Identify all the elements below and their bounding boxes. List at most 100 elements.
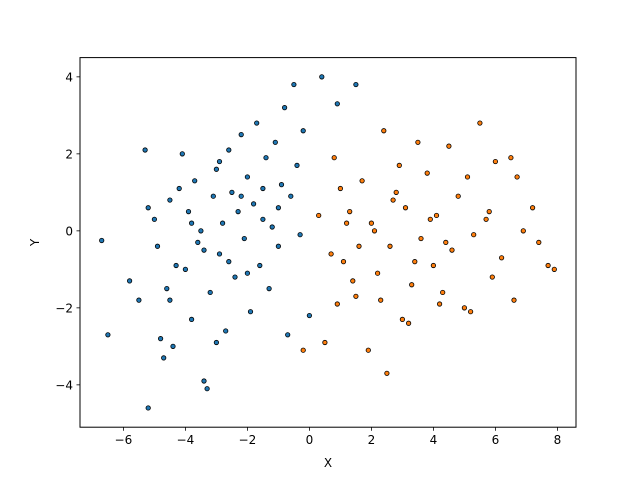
- scatter-point-series-0: [189, 220, 195, 226]
- scatter-point-series-1: [412, 259, 418, 265]
- scatter-point-series-0: [334, 101, 340, 107]
- scatter-point-series-1: [387, 243, 393, 249]
- scatter-point-series-0: [136, 297, 142, 303]
- scatter-point-series-0: [353, 81, 359, 88]
- scatter-point-series-1: [350, 278, 356, 284]
- scatter-point-series-1: [455, 193, 461, 199]
- scatter-point-series-0: [204, 386, 210, 392]
- scatter-point-series-1: [402, 205, 409, 211]
- scatter-point-series-0: [263, 155, 269, 161]
- scatter-point-series-0: [235, 209, 241, 215]
- scatter-point-series-1: [331, 155, 337, 161]
- scatter-point-series-0: [278, 182, 285, 188]
- scatter-point-series-0: [195, 239, 201, 245]
- scatter-point-series-1: [545, 262, 551, 269]
- scatter-point-series-1: [415, 139, 421, 145]
- scatter-point-series-0: [266, 285, 272, 292]
- scatter-point-series-1: [390, 197, 396, 203]
- scatter-point-series-0: [288, 193, 294, 199]
- scatter-point-series-1: [368, 220, 374, 226]
- scatter-point-series-1: [334, 301, 340, 307]
- scatter-point-series-1: [347, 209, 353, 215]
- scatter-point-series-1: [551, 266, 557, 272]
- scatter-point-series-1: [520, 228, 526, 234]
- scatter-point-series-0: [192, 178, 198, 184]
- scatter-point-series-1: [418, 235, 424, 242]
- scatter-point-series-0: [232, 274, 238, 280]
- scatter-point-series-1: [483, 216, 489, 222]
- scatter-point-series-1: [300, 347, 306, 353]
- scatter-point-series-1: [461, 305, 467, 311]
- y-tick-label: 0: [65, 224, 73, 238]
- scatter-point-series-1: [492, 158, 498, 165]
- scatter-point-series-1: [374, 270, 381, 276]
- scatter-point-series-1: [489, 274, 495, 280]
- scatter-point-series-1: [359, 178, 365, 184]
- scatter-point-series-1: [529, 205, 536, 211]
- scatter-point-series-0: [272, 139, 278, 145]
- scatter-point-series-0: [275, 205, 281, 211]
- scatter-point-series-0: [226, 147, 232, 153]
- scatter-point-series-0: [238, 193, 244, 199]
- scatter-point-series-0: [229, 189, 235, 195]
- scatter-point-series-0: [281, 105, 288, 111]
- plot-frame: [79, 57, 577, 428]
- scatter-point-series-0: [167, 197, 173, 203]
- scatter-point-series-0: [154, 243, 161, 249]
- scatter-point-series-1: [440, 289, 446, 296]
- scatter-point-series-0: [127, 278, 133, 284]
- scatter-point-series-1: [446, 143, 452, 149]
- scatter-point-series-1: [424, 170, 430, 176]
- scatter-point-series-0: [176, 185, 182, 192]
- scatter-point-series-0: [306, 312, 312, 319]
- scatter-point-series-1: [405, 320, 412, 326]
- scatter-point-series-1: [536, 239, 542, 245]
- x-tick-label: 4: [430, 433, 438, 447]
- ticks-layer: −6 −4 −2 0 2 4 6 8 −4 −2 0 2 4: [55, 70, 561, 447]
- scatter-point-series-0: [151, 216, 157, 222]
- scatter-point-series-1: [430, 262, 436, 269]
- scatter-point-series-1: [371, 228, 378, 234]
- x-tick-label: 2: [368, 433, 376, 447]
- scatter-point-series-0: [257, 262, 263, 269]
- scatter-point-series-0: [247, 309, 254, 315]
- scatter-point-series-0: [285, 332, 291, 338]
- scatter-point-series-1: [471, 232, 477, 238]
- scatter-point-series-1: [433, 212, 440, 219]
- scatter-point-series-1: [316, 212, 322, 219]
- scatter-point-series-0: [319, 74, 325, 80]
- scatter-point-series-0: [238, 132, 244, 138]
- scatter-point-series-0: [220, 220, 226, 226]
- scatter-point-series-1: [467, 309, 474, 315]
- scatter-point-series-1: [486, 209, 492, 215]
- scatter-point-series-0: [189, 316, 195, 322]
- scatter-point-series-1: [436, 301, 443, 307]
- scatter-point-series-1: [393, 189, 399, 195]
- scatter-point-series-0: [213, 166, 219, 172]
- scatter-point-series-1: [353, 293, 359, 299]
- x-tick-label: −4: [177, 433, 195, 447]
- scatter-point-series-0: [260, 216, 266, 222]
- y-axis-label: Y: [28, 238, 42, 247]
- scatter-point-series-0: [241, 235, 247, 242]
- scatter-point-series-0: [297, 232, 303, 238]
- x-tick-label: −2: [239, 433, 257, 447]
- scatter-point-series-0: [170, 343, 176, 349]
- scatter-point-series-1: [498, 255, 505, 261]
- scatter-point-series-0: [244, 174, 250, 180]
- scatter-point-series-0: [142, 147, 148, 153]
- scatter-point-series-0: [223, 328, 229, 334]
- scatter-point-series-0: [105, 332, 111, 338]
- scatter-point-series-1: [508, 155, 514, 161]
- scatter-point-series-0: [251, 201, 257, 207]
- scatter-point-series-1: [427, 216, 433, 222]
- scatter-point-series-0: [300, 128, 306, 134]
- x-tick-label: 8: [554, 433, 562, 447]
- y-tick-label: 2: [65, 147, 73, 161]
- scatter-point-series-1: [328, 251, 334, 257]
- scatter-point-series-0: [294, 162, 300, 168]
- y-tick-label: −4: [55, 378, 73, 392]
- x-axis-label: X: [324, 456, 332, 470]
- y-tick-label: −2: [55, 301, 73, 315]
